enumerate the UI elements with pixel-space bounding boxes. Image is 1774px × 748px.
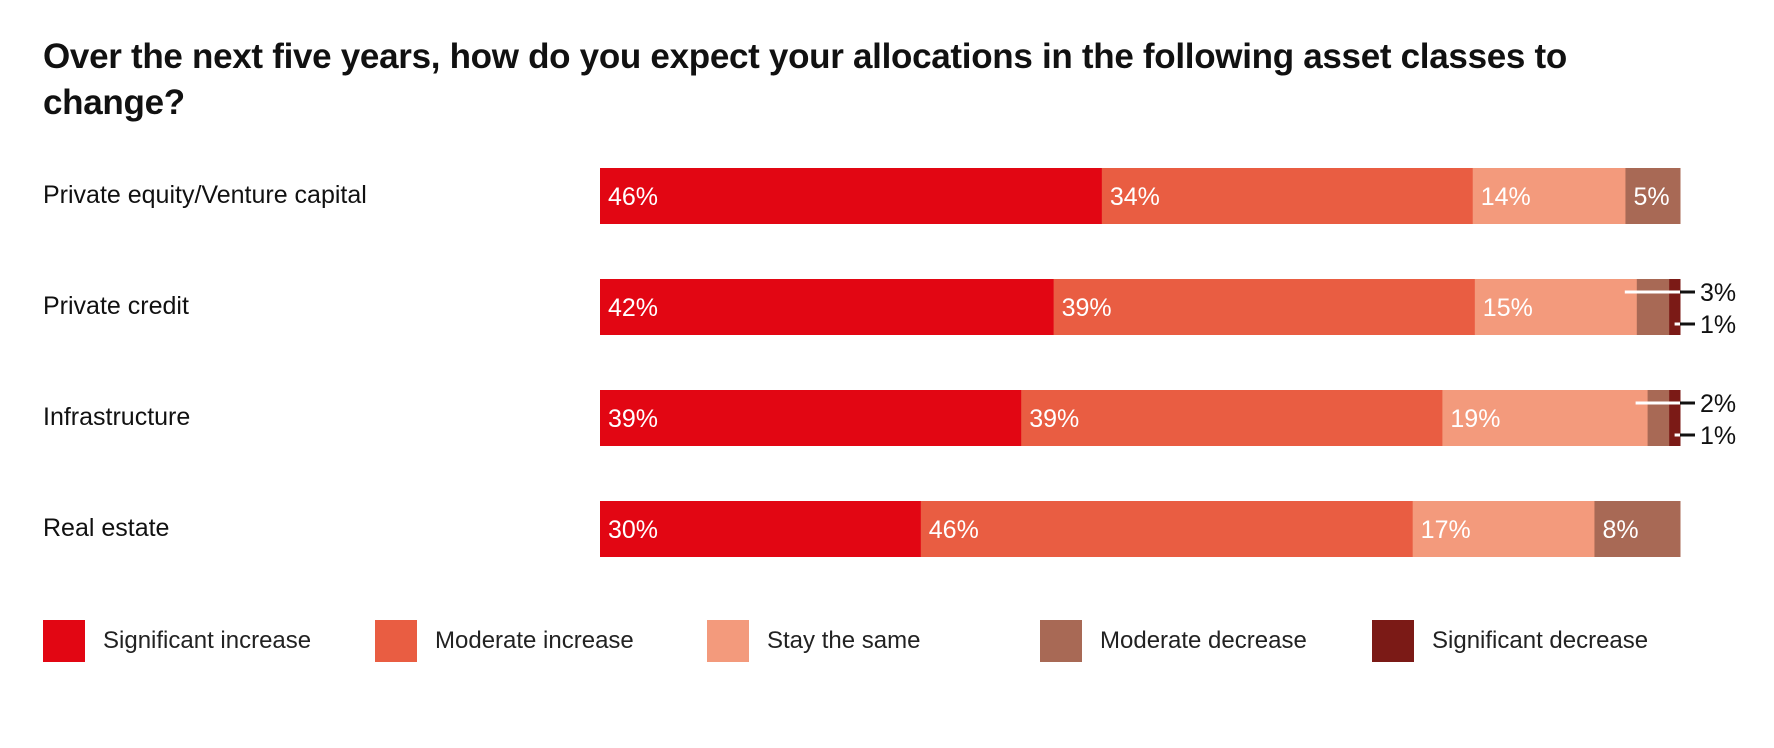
legend-label: Significant increase bbox=[103, 627, 312, 654]
bar-segment bbox=[1472, 168, 1626, 224]
bar-segment bbox=[600, 279, 1055, 335]
bar-segment bbox=[1669, 390, 1681, 446]
data-label: 39% bbox=[608, 405, 658, 433]
data-label: 34% bbox=[1110, 183, 1160, 211]
legend-item: Moderate decrease bbox=[1040, 620, 1307, 662]
bar-segment bbox=[1625, 168, 1681, 224]
bar-segment bbox=[1636, 279, 1670, 335]
data-label: 39% bbox=[1029, 405, 1079, 433]
data-label: 8% bbox=[1602, 516, 1638, 544]
bar-segment bbox=[1101, 168, 1474, 224]
data-label: 39% bbox=[1062, 294, 1112, 322]
callout-label: 2% bbox=[1700, 390, 1736, 418]
legend-swatch bbox=[707, 620, 749, 662]
callout-label: 1% bbox=[1700, 311, 1736, 339]
data-label: 46% bbox=[608, 183, 658, 211]
chart-title: Over the next five years, how do you exp… bbox=[43, 37, 1567, 122]
legend-label: Stay the same bbox=[767, 627, 921, 654]
legend-swatch bbox=[43, 620, 85, 662]
legend-item: Moderate increase bbox=[375, 620, 634, 662]
data-label: 5% bbox=[1633, 183, 1669, 211]
callout-label: 1% bbox=[1700, 422, 1736, 450]
data-label: 19% bbox=[1450, 405, 1500, 433]
bar-segment bbox=[920, 501, 1414, 557]
legend-item: Significant increase bbox=[43, 620, 311, 662]
bar-segment bbox=[1669, 279, 1681, 335]
data-label: 15% bbox=[1483, 294, 1533, 322]
bar-segment bbox=[1647, 390, 1670, 446]
data-label: 17% bbox=[1421, 516, 1471, 544]
legend-swatch bbox=[1040, 620, 1082, 662]
category-label: Infrastructure bbox=[43, 403, 191, 431]
category-label: Private equity/Venture capital bbox=[43, 181, 367, 209]
bar-segment bbox=[1021, 390, 1443, 446]
legend-label: Moderate decrease bbox=[1100, 627, 1307, 654]
data-label: 14% bbox=[1481, 183, 1531, 211]
legend-item: Significant decrease bbox=[1372, 620, 1648, 662]
data-label: 42% bbox=[608, 294, 658, 322]
category-label: Real estate bbox=[43, 514, 170, 542]
legend-swatch bbox=[375, 620, 417, 662]
bar-segment bbox=[600, 501, 922, 557]
bar-segment bbox=[1594, 501, 1681, 557]
callout-label: 3% bbox=[1700, 279, 1736, 307]
legend-swatch bbox=[1372, 620, 1414, 662]
legend-label: Significant decrease bbox=[1432, 627, 1649, 654]
category-label: Private credit bbox=[43, 292, 189, 320]
bar-segment bbox=[1412, 501, 1595, 557]
data-label: 30% bbox=[608, 516, 658, 544]
bar-segment bbox=[1053, 279, 1476, 335]
bar-segment bbox=[1474, 279, 1638, 335]
data-label: 46% bbox=[929, 516, 979, 544]
bar-segment bbox=[600, 390, 1022, 446]
legend-label: Moderate increase bbox=[435, 627, 634, 654]
bar-segment bbox=[1442, 390, 1649, 446]
legend-item: Stay the same bbox=[707, 620, 920, 662]
bar-segment bbox=[600, 168, 1103, 224]
